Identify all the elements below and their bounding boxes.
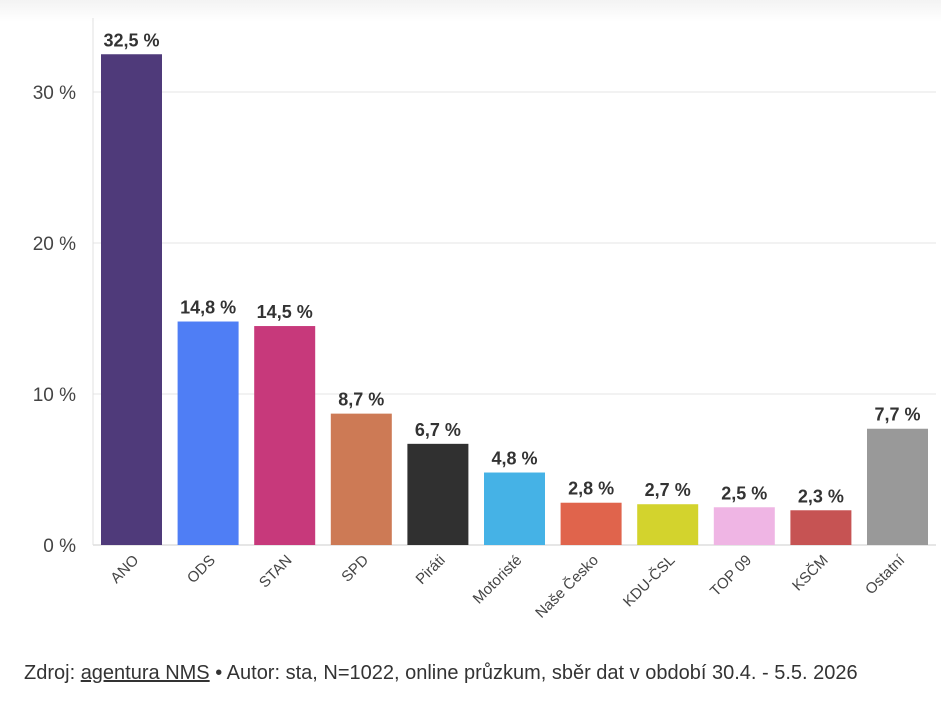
data-label: 7,7 % <box>874 405 920 425</box>
data-label: 2,5 % <box>721 483 767 503</box>
value-labels: 32,5 % 14,8 % 14,5 % 8,7 % 6,7 % 4,8 % 2,8 % 2,… <box>103 30 920 506</box>
bar <box>867 428 928 545</box>
bar <box>790 510 852 545</box>
bar <box>330 413 392 545</box>
data-label: 32,5 % <box>103 30 159 50</box>
y-axis-ticks: 0 % 10 % 20 % 30 % <box>33 83 76 557</box>
y-tick-label: 10 % <box>33 385 76 406</box>
chart-footer: Zdroj: agentura NMS • Autor: sta, N=1022… <box>24 660 924 687</box>
x-tick-label: TOP 09 <box>707 552 755 600</box>
footer-prefix: Zdroj: <box>24 662 81 684</box>
data-label: 6,7 % <box>415 420 461 440</box>
bar <box>177 321 239 545</box>
x-tick-label: SPD <box>338 552 372 586</box>
x-tick-label: KSČM <box>789 552 832 595</box>
bar <box>407 443 469 545</box>
y-tick-label: 0 % <box>43 536 76 557</box>
bar-chart: 0 % 10 % 20 % 30 % 32,5 % 14,8 % 14,5 % 8,7 % 6… <box>33 18 936 622</box>
bar <box>637 504 699 545</box>
top-shadow <box>0 0 941 22</box>
source-link[interactable]: agentura NMS <box>80 662 210 684</box>
bars <box>101 54 928 545</box>
data-label: 8,7 % <box>338 390 384 410</box>
x-tick-label: Naše Česko <box>532 552 602 622</box>
y-tick-label: 20 % <box>33 234 76 255</box>
x-tick-label: ANO <box>107 552 142 587</box>
bar <box>254 326 316 545</box>
x-tick-label: Ostatní <box>862 551 909 598</box>
x-tick-label: Piráti <box>413 552 449 588</box>
x-tick-label: Motoristé <box>470 552 526 608</box>
footer-rest: • Autor: sta, N=1022, online průzkum, sb… <box>209 662 858 684</box>
data-label: 2,7 % <box>645 480 691 500</box>
data-label: 2,3 % <box>798 486 844 506</box>
bar <box>713 507 775 545</box>
data-label: 14,8 % <box>180 298 236 318</box>
x-tick-label: ODS <box>184 552 219 587</box>
x-tick-label: KDU-ČSL <box>620 552 679 611</box>
category-labels: ANO ODS STAN SPD Piráti Motoristé Naše Česko KD… <box>107 551 909 621</box>
bar <box>560 502 622 545</box>
x-tick-label: STAN <box>256 552 296 592</box>
bar <box>101 54 162 545</box>
data-label: 4,8 % <box>491 449 537 469</box>
data-label: 2,8 % <box>568 479 614 499</box>
bar <box>484 472 545 545</box>
y-tick-label: 30 % <box>33 83 76 104</box>
data-label: 14,5 % <box>257 302 313 322</box>
